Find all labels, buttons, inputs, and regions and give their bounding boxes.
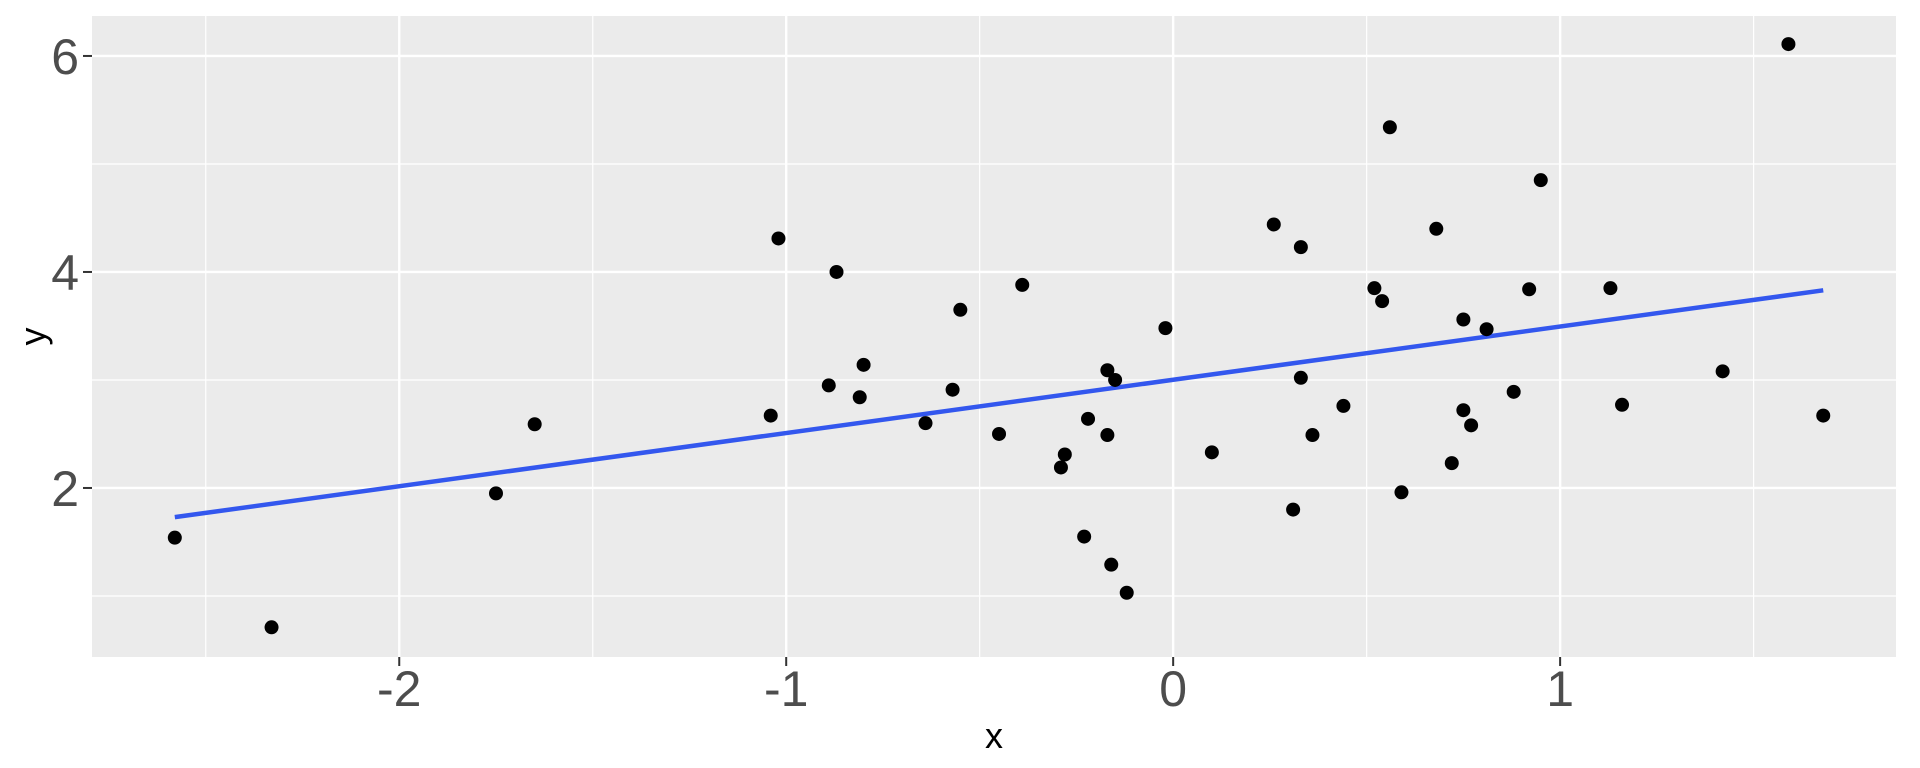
data-point (1506, 384, 1521, 399)
data-point (945, 382, 960, 397)
y-tick-label: 4 (51, 245, 79, 301)
data-point (1382, 120, 1397, 135)
regression-line (174, 288, 1824, 520)
data-point (1204, 445, 1219, 460)
data-point (1715, 364, 1730, 379)
x-tick-label: -1 (764, 661, 808, 717)
data-point (488, 486, 503, 501)
data-point (1816, 408, 1831, 423)
data-point (1444, 456, 1459, 471)
data-point (1108, 372, 1123, 387)
data-points-layer (167, 37, 1831, 635)
data-point (1603, 281, 1618, 296)
data-point (953, 302, 968, 317)
data-point (1119, 585, 1134, 600)
data-point (829, 264, 844, 279)
data-point (1479, 322, 1494, 337)
axis-tick-marks (83, 54, 1562, 666)
data-point (1081, 411, 1096, 426)
x-tick-label: -2 (377, 661, 421, 717)
data-point (856, 357, 871, 372)
data-point (264, 620, 279, 635)
data-point (771, 231, 786, 246)
data-point (821, 378, 836, 393)
data-point (1015, 277, 1030, 292)
data-point (1057, 447, 1072, 462)
data-point (1100, 428, 1115, 443)
data-point (992, 426, 1007, 441)
data-point (1367, 281, 1382, 296)
x-tick-labels: -2 -1 0 1 (377, 661, 1574, 717)
data-point (527, 417, 542, 432)
data-point (1394, 485, 1409, 500)
data-point (852, 390, 867, 405)
data-point (1104, 557, 1119, 572)
data-point (1077, 529, 1092, 544)
data-point (1533, 173, 1548, 188)
data-point (1100, 363, 1115, 378)
y-tick-label: 6 (51, 29, 79, 85)
data-point (1293, 240, 1308, 255)
x-axis-title: x (985, 715, 1003, 756)
data-point (1286, 502, 1301, 517)
x-tick-label: 0 (1159, 661, 1187, 717)
data-point (1781, 37, 1796, 52)
data-point (1305, 428, 1320, 443)
data-point (1429, 221, 1444, 236)
data-point (1375, 294, 1390, 309)
x-tick-label: 1 (1546, 661, 1574, 717)
minor-gridlines (92, 16, 1896, 657)
regression-line-layer (174, 288, 1824, 520)
data-point (1615, 397, 1630, 412)
data-point (1336, 398, 1351, 413)
y-axis-title: y (12, 328, 53, 346)
data-point (1293, 370, 1308, 385)
y-tick-labels: 2 4 6 (51, 29, 79, 517)
data-point (918, 416, 933, 431)
data-point (1158, 321, 1173, 336)
y-tick-label: 2 (51, 461, 79, 517)
data-point (1456, 312, 1471, 327)
data-point (1053, 460, 1068, 475)
data-point (1522, 282, 1537, 297)
panel-background (92, 16, 1896, 657)
data-point (167, 530, 182, 545)
data-point (763, 408, 778, 423)
data-point (1266, 217, 1281, 232)
data-point (1456, 403, 1471, 418)
data-point (1464, 418, 1479, 433)
